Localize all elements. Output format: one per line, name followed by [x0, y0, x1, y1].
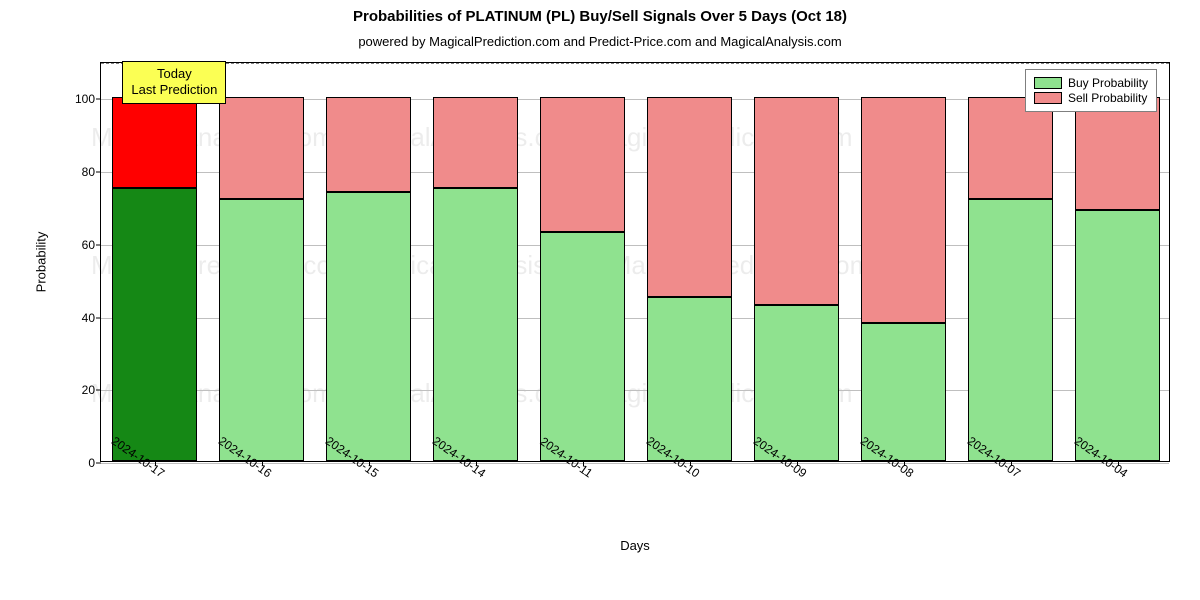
sell-bar [219, 97, 305, 199]
buy-bar [754, 305, 840, 461]
x-axis-label: Days [620, 538, 650, 553]
buy-bar [968, 199, 1054, 461]
ytick-mark [96, 317, 101, 318]
chart-title: Probabilities of PLATINUM (PL) Buy/Sell … [0, 8, 1200, 25]
legend-swatch-sell [1034, 92, 1062, 104]
buy-bar [326, 192, 412, 461]
ytick-mark [96, 463, 101, 464]
sell-bar [326, 97, 412, 192]
buy-bar [219, 199, 305, 461]
bar-slot [968, 61, 1054, 461]
bar-slot [861, 61, 947, 461]
ytick-label: 0 [88, 456, 95, 470]
bar-slot [219, 61, 305, 461]
sell-bar [1075, 97, 1161, 210]
buy-bar [112, 188, 198, 461]
bar-slot [1075, 61, 1161, 461]
bar-slot [326, 61, 412, 461]
bar-slot [754, 61, 840, 461]
legend-item-sell: Sell Probability [1034, 91, 1148, 105]
plot-area: MagicalAnalysis.com MagicalAnalysis.com … [100, 62, 1170, 462]
ytick-mark [96, 99, 101, 100]
ytick-mark [96, 172, 101, 173]
legend-swatch-buy [1034, 77, 1062, 89]
bars-layer [101, 63, 1169, 461]
legend-item-buy: Buy Probability [1034, 76, 1148, 90]
chart-container: Probabilities of PLATINUM (PL) Buy/Sell … [0, 0, 1200, 600]
today-annotation: Today Last Prediction [122, 61, 226, 104]
bar-slot [433, 61, 519, 461]
sell-bar [540, 97, 626, 232]
ytick-label: 40 [82, 311, 95, 325]
legend: Buy Probability Sell Probability [1025, 69, 1157, 112]
ytick-label: 100 [75, 92, 95, 106]
ytick-mark [96, 390, 101, 391]
ytick-mark [96, 244, 101, 245]
ytick-label: 20 [82, 383, 95, 397]
ytick-label: 60 [82, 238, 95, 252]
annotation-line-2: Last Prediction [131, 82, 217, 98]
chart-subtitle: powered by MagicalPrediction.com and Pre… [0, 34, 1200, 49]
bar-slot [540, 61, 626, 461]
sell-bar [861, 97, 947, 322]
buy-bar [1075, 210, 1161, 461]
sell-bar [968, 97, 1054, 199]
sell-bar [433, 97, 519, 188]
sell-bar [112, 97, 198, 188]
legend-label-buy: Buy Probability [1068, 76, 1148, 90]
buy-bar [540, 232, 626, 461]
y-axis-label: Probability [34, 232, 49, 293]
buy-bar [647, 297, 733, 461]
legend-label-sell: Sell Probability [1068, 91, 1147, 105]
bar-slot [112, 61, 198, 461]
annotation-line-1: Today [131, 66, 217, 82]
ytick-label: 80 [82, 165, 95, 179]
buy-bar [433, 188, 519, 461]
sell-bar [754, 97, 840, 304]
sell-bar [647, 97, 733, 297]
bar-slot [647, 61, 733, 461]
